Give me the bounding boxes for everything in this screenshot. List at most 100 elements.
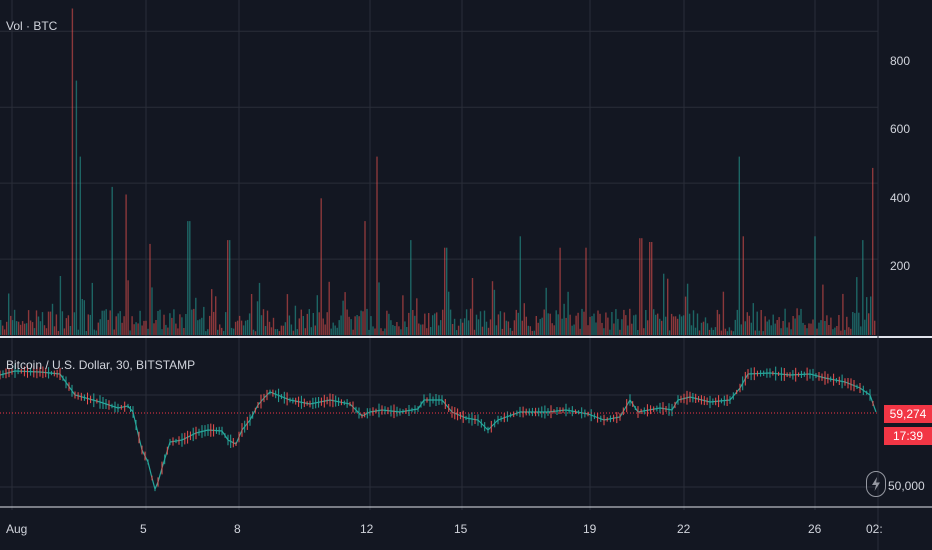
volume-bar bbox=[742, 236, 744, 335]
volume-bar bbox=[346, 309, 348, 335]
volume-bar bbox=[732, 331, 735, 335]
volume-bar bbox=[710, 327, 713, 335]
volume-bar bbox=[244, 320, 247, 335]
volume-bar bbox=[422, 324, 424, 335]
volume-bar bbox=[812, 319, 814, 335]
volume-bar bbox=[400, 329, 402, 335]
volume-bar bbox=[382, 331, 384, 335]
volume-bar bbox=[215, 296, 217, 335]
bar-countdown: 17:39 bbox=[884, 427, 932, 445]
volume-bar bbox=[288, 315, 291, 335]
volume-bar bbox=[308, 309, 310, 335]
volume-bar bbox=[543, 309, 545, 335]
volume-bar bbox=[141, 325, 143, 335]
volume-bar bbox=[13, 309, 16, 335]
volume-bar bbox=[617, 318, 619, 335]
volume-bar bbox=[270, 327, 273, 335]
volume-bar bbox=[101, 310, 103, 335]
volume-bar bbox=[653, 309, 655, 335]
volume-bar bbox=[420, 324, 422, 335]
volume-bar bbox=[4, 329, 6, 335]
volume-bar bbox=[418, 323, 420, 335]
volume-bar bbox=[328, 281, 330, 335]
volume-bar bbox=[396, 322, 398, 335]
volume-bar bbox=[254, 331, 257, 335]
volume-bar bbox=[645, 310, 647, 335]
volume-bar bbox=[633, 315, 635, 335]
volume-bar bbox=[768, 319, 770, 335]
volume-bar bbox=[694, 327, 697, 335]
volume-bar bbox=[672, 316, 675, 335]
volume-bar bbox=[227, 240, 229, 335]
volume-bar bbox=[234, 321, 237, 335]
volume-bar bbox=[364, 221, 366, 335]
volume-bar bbox=[27, 310, 30, 335]
volume-bar bbox=[784, 308, 786, 335]
volume-bar bbox=[320, 198, 322, 335]
volume-bar bbox=[868, 313, 870, 335]
volume-bar bbox=[525, 316, 527, 335]
volume-bar bbox=[824, 321, 826, 335]
volume-bar bbox=[332, 322, 334, 335]
volume-bar bbox=[23, 323, 26, 335]
volume-bar bbox=[199, 319, 201, 335]
volume-bar bbox=[119, 311, 121, 335]
volume-bar bbox=[352, 329, 354, 335]
volume-bar bbox=[51, 303, 54, 335]
volume-bar bbox=[477, 319, 480, 335]
volume-bar bbox=[473, 329, 476, 335]
volume-bar bbox=[527, 325, 529, 335]
volume-bar bbox=[306, 313, 308, 335]
volume-bar bbox=[537, 322, 539, 335]
volume-bar bbox=[674, 316, 677, 335]
volume-bar bbox=[179, 314, 181, 335]
volume-bar bbox=[495, 325, 498, 335]
volume-bar bbox=[611, 312, 613, 335]
volume-bar bbox=[479, 311, 482, 335]
volume-bar bbox=[802, 322, 804, 335]
volume-bar bbox=[153, 323, 155, 335]
volume-bar bbox=[109, 310, 111, 335]
volume-bar bbox=[290, 324, 293, 335]
volume-bar bbox=[115, 316, 117, 335]
volume-bar bbox=[754, 330, 756, 335]
volume-bar bbox=[362, 311, 364, 335]
volume-bar bbox=[655, 314, 657, 335]
volume-bar bbox=[99, 319, 101, 335]
volume-bar bbox=[585, 247, 587, 335]
volume-bar bbox=[862, 240, 864, 335]
volume-bar bbox=[850, 328, 852, 335]
volume-bar bbox=[539, 319, 541, 335]
volume-bar bbox=[639, 238, 641, 335]
volume-bar bbox=[428, 313, 430, 335]
volume-bar bbox=[726, 331, 729, 335]
volume-bar bbox=[866, 297, 868, 335]
volume-bar bbox=[840, 330, 842, 335]
volume-bar bbox=[442, 309, 444, 335]
time-label-15: 15 bbox=[454, 522, 468, 536]
volume-bar bbox=[714, 327, 717, 335]
volume-bar bbox=[59, 276, 62, 335]
volume-bar bbox=[205, 331, 207, 335]
volume-bar bbox=[836, 326, 838, 335]
volume-bar bbox=[213, 311, 215, 335]
volume-bar bbox=[53, 326, 56, 335]
volume-bar bbox=[262, 309, 265, 335]
volume-bar bbox=[463, 318, 466, 335]
volume-bar bbox=[39, 321, 42, 335]
volume-bar bbox=[808, 323, 810, 335]
volume-bar bbox=[613, 323, 615, 335]
quick-trade-button[interactable] bbox=[866, 471, 886, 497]
volume-bar bbox=[310, 327, 312, 335]
volume-bar bbox=[292, 330, 295, 335]
volume-bar bbox=[10, 315, 12, 335]
volume-bar bbox=[535, 316, 537, 335]
volume-bar bbox=[183, 328, 185, 335]
symbol-title[interactable]: Bitcoin / U.S. Dollar, 30, BITSTAMP bbox=[6, 358, 196, 372]
volume-bar bbox=[49, 311, 52, 335]
volume-bar bbox=[434, 313, 436, 335]
volume-bar bbox=[766, 321, 768, 335]
volume-bar bbox=[631, 323, 633, 335]
volume-bar bbox=[772, 314, 774, 335]
